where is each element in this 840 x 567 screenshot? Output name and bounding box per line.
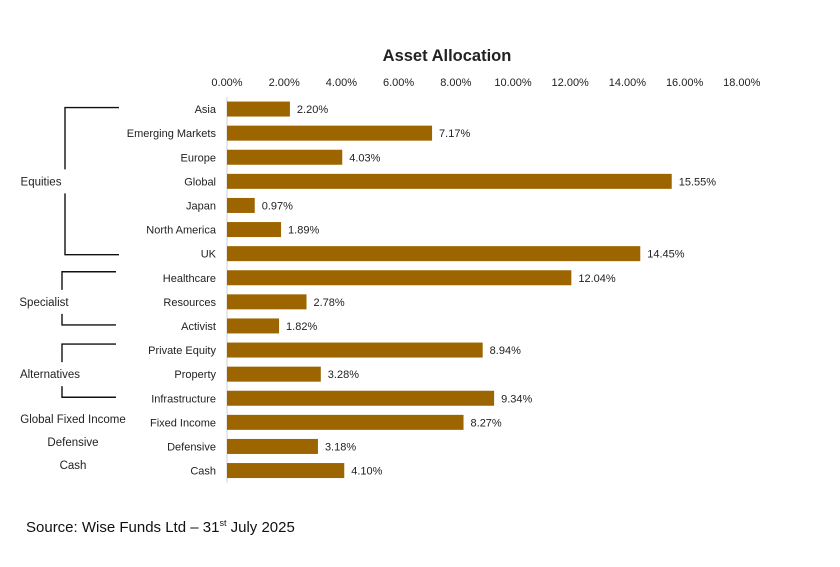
data-label: 3.18% [325,441,356,453]
data-label: 3.28% [328,369,359,381]
source-note: Source: Wise Funds Ltd – 31st July 2025 [26,518,295,537]
group-label: Alternatives [20,369,80,381]
category-label: UK [201,249,217,261]
group-label: Cash [60,460,87,472]
data-label: 2.78% [314,297,345,309]
bar [227,390,495,406]
tick-label: 0.00% [211,77,242,89]
bar [227,463,345,479]
data-label: 2.20% [297,104,328,116]
data-label: 14.45% [647,249,685,261]
category-label: Private Equity [148,345,216,357]
bar [227,414,464,430]
data-label: 9.34% [501,393,532,405]
source-suffix: July 2025 [226,519,295,536]
group-bracket-top [61,271,116,290]
source-superscript: st [219,518,227,528]
bar [227,438,318,454]
group-label: Global Fixed Income [20,414,125,426]
bar [227,197,255,213]
group-bracket-top [61,343,116,363]
tick-label: 14.00% [609,77,647,89]
group-label: Equities [21,176,62,188]
category-label: Japan [186,200,216,212]
bar [227,366,321,382]
tick-label: 2.00% [269,77,300,89]
bar [227,222,282,238]
category-label: Europe [181,152,216,164]
category-label: Defensive [167,441,216,453]
chart-title: Asset Allocation [383,47,512,65]
data-label: 0.97% [262,200,293,212]
bar [227,101,290,117]
bar [227,173,672,189]
data-label: 7.17% [439,128,470,140]
tick-label: 6.00% [383,77,414,89]
category-label: North America [146,225,217,237]
tick-label: 12.00% [552,77,590,89]
bar [227,125,433,141]
data-label: 12.04% [578,273,616,285]
source-prefix: Source: Wise Funds Ltd – 31 [26,519,220,536]
tick-label: 4.00% [326,77,357,89]
data-label: 8.27% [471,417,502,429]
category-label: Property [174,369,216,381]
category-label: Fixed Income [150,417,216,429]
tick-label: 8.00% [440,77,471,89]
asset-allocation-chart: Asset Allocation 0.00% 2.00% 4.00% 6.00% 8.00… [19,47,761,483]
data-label: 8.94% [490,345,521,357]
tick-label: 10.00% [494,77,532,89]
tick-label: 18.00% [723,77,761,89]
group-label: Defensive [47,437,98,449]
bar [227,342,483,358]
data-label: 1.89% [288,225,319,237]
category-label: Emerging Markets [127,128,217,140]
category-label: Healthcare [163,273,216,285]
group-bracket-bottom [64,193,119,256]
category-label: Activist [181,321,216,333]
tick-label: 16.00% [666,77,704,89]
category-label: Asia [195,104,217,116]
group-bracket-bottom [61,313,116,326]
bar [227,246,641,262]
bar [227,318,280,334]
bar [227,294,307,310]
data-label: 4.03% [349,152,380,164]
bar [227,270,572,286]
data-label: 4.10% [351,466,382,478]
category-label: Global [184,176,216,188]
category-label: Cash [190,466,216,478]
data-label: 1.82% [286,321,317,333]
category-label: Resources [163,297,216,309]
group-bracket-top [64,106,119,170]
group-label: Specialist [19,297,69,309]
data-label: 15.55% [679,176,717,188]
category-label: Infrastructure [151,393,216,405]
bar [227,149,343,165]
group-bracket-bottom [61,386,116,398]
